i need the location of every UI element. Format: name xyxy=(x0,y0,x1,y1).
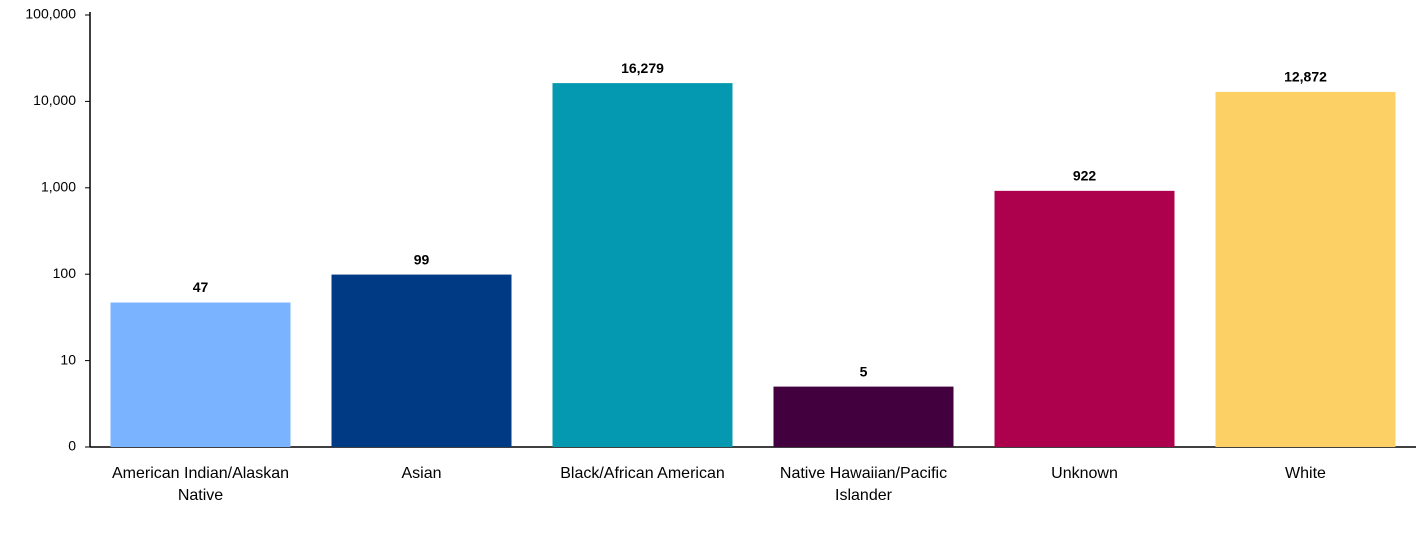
x-tick-label: White xyxy=(1285,465,1326,482)
value-label: 16,279 xyxy=(621,60,664,76)
y-tick-label: 100,000 xyxy=(25,6,76,22)
bar xyxy=(552,83,733,448)
x-tick-label: Native Hawaiian/Pacific Islander xyxy=(779,465,948,504)
bar xyxy=(994,190,1175,448)
value-label: 99 xyxy=(414,251,430,267)
x-tick-label: American Indian/Alaskan Native xyxy=(112,465,289,504)
y-tick-label: 0 xyxy=(68,438,76,454)
y-tick-label: 10 xyxy=(60,351,76,367)
y-tick-label: 1,000 xyxy=(41,179,76,195)
value-label: 47 xyxy=(193,279,209,295)
x-tick-label: Black/African American xyxy=(560,465,725,482)
value-label: 922 xyxy=(1073,168,1097,184)
bar xyxy=(773,386,954,447)
bar xyxy=(110,302,291,447)
bar xyxy=(331,274,512,447)
bar xyxy=(1215,91,1396,448)
y-tick-label: 10,000 xyxy=(33,92,76,108)
x-tick-label: Asian xyxy=(401,465,442,482)
y-tick-label: 100 xyxy=(53,265,77,281)
value-label: 12,872 xyxy=(1284,69,1327,85)
value-label: 5 xyxy=(860,363,868,379)
x-tick-label: Unknown xyxy=(1051,465,1118,482)
